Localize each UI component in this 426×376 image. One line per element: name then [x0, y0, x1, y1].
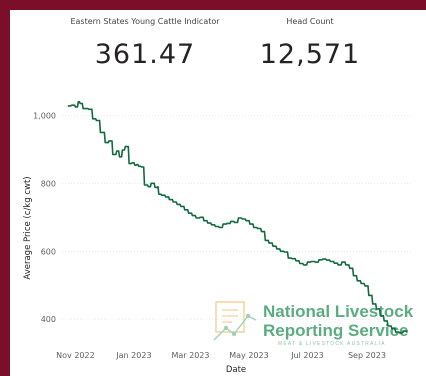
nlrs-watermark: National Livestock Reporting Service MEA…	[213, 301, 414, 347]
x-tick-label: Jul 2023	[290, 351, 324, 360]
y-axis-title: Average Price (c/kg cwt)	[23, 176, 33, 279]
kpi-label: Head Count	[286, 17, 334, 26]
kpi-value: 12,571	[259, 39, 361, 70]
line-chart[interactable]: National Livestock Reporting Service MEA…	[10, 10, 426, 376]
kpi-value: 361.47	[94, 39, 196, 70]
gridlines	[62, 115, 412, 320]
y-tick-label: 800	[41, 179, 56, 188]
kpi-card-indicator[interactable]: Eastern States Young Cattle Indicator 36…	[65, 17, 225, 70]
x-tick-label: May 2023	[229, 351, 268, 360]
x-tick-label: Mar 2023	[171, 351, 209, 360]
y-axis: 400 600 800 1,000	[33, 111, 56, 324]
nlrs-logo-icon	[213, 301, 257, 341]
x-tick-label: Jan 2023	[115, 351, 151, 360]
x-axis-title: Date	[226, 365, 246, 375]
x-tick-label: Sep 2023	[348, 351, 386, 360]
dashboard-panel: Eastern States Young Cattle Indicator 36…	[10, 10, 426, 376]
watermark-line2: Reporting Service	[263, 321, 409, 340]
y-tick-label: 400	[41, 315, 56, 324]
watermark-sub: MEAT & LIVESTOCK AUSTRALIA	[278, 341, 386, 347]
y-tick-label: 1,000	[33, 111, 56, 120]
kpi-label: Eastern States Young Cattle Indicator	[70, 17, 220, 26]
x-axis: Nov 2022 Jan 2023 Mar 2023 May 2023 Jul 2023…	[56, 351, 386, 360]
kpi-card-head-count[interactable]: Head Count 12,571	[250, 17, 370, 70]
x-tick-label: Nov 2022	[56, 351, 95, 360]
watermark-line1: National Livestock	[263, 302, 414, 321]
y-tick-label: 600	[41, 247, 56, 256]
series-line[interactable]	[67, 101, 408, 334]
